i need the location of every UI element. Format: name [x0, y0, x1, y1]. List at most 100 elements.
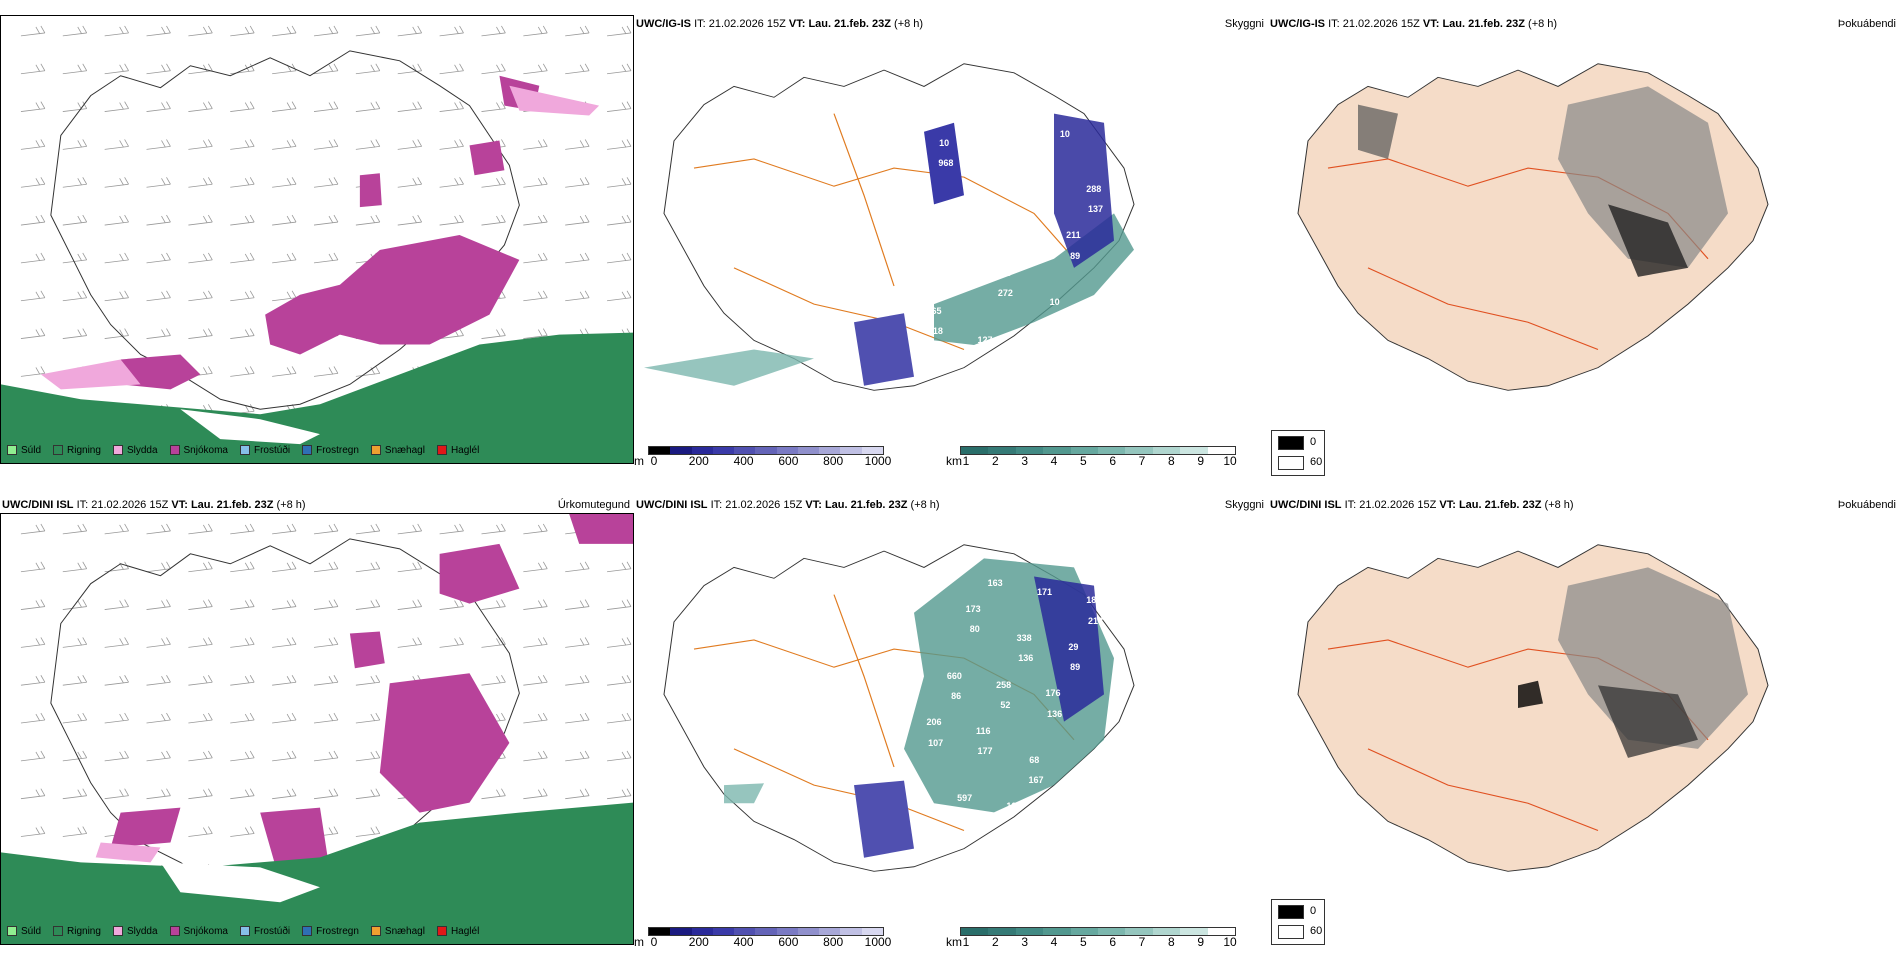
colorbar-tick: 7: [1138, 454, 1146, 468]
panel-header: UWC/IG-IS IT: 21.02.2026 15Z VT: Lau. 21…: [1270, 18, 1558, 30]
coastline: [50, 538, 520, 898]
legend-label: Snjókoma: [183, 925, 228, 937]
legend-swatch: [112, 926, 123, 936]
legend-swatch: [169, 926, 180, 936]
fog-panel-top: UWC/IG-IS IT: 21.02.2026 15Z VT: Lau. 21…: [1268, 12, 1900, 476]
colorbar-tick: 2: [991, 454, 999, 468]
legend-swatch: [302, 926, 313, 936]
panel-header: UWC/IG-IS IT: 21.02.2026 15Z VT: Lau. 21…: [636, 18, 924, 30]
colorbar-gradient: [960, 446, 1236, 455]
visibility-low-area: [854, 780, 914, 858]
visibility-value-label: 29: [1078, 763, 1089, 774]
visibility-value-label: 136: [1018, 653, 1034, 664]
visibility-value-label: 272: [997, 288, 1013, 299]
visibility-value-label: 176: [1045, 688, 1061, 699]
legend-item: Slydda: [112, 444, 158, 456]
visibility-panel-top: UWC/IG-IS IT: 21.02.2026 15Z VT: Lau. 21…: [634, 12, 1268, 468]
visibility-value-label: 137: [1087, 204, 1104, 215]
visibility-value-label: 68: [1029, 754, 1040, 765]
precip-map: [1, 514, 633, 944]
visibility-low-area: [644, 349, 814, 386]
visibility-value-label: 597: [957, 792, 973, 803]
legend-swatch: [7, 926, 17, 936]
snow-area: [379, 673, 510, 813]
visibility-value-label: 80: [969, 624, 980, 635]
visibility-value-label: 330: [936, 839, 952, 849]
legend-label: Haglél: [450, 444, 480, 456]
panel-header: UWC/DINI ISL IT: 21.02.2026 15Z VT: Lau.…: [2, 499, 306, 511]
colorbar-tick: 7: [1138, 935, 1146, 949]
colorbar-tick: 1: [962, 935, 970, 949]
visibility-value-label: 29: [1068, 641, 1079, 652]
legend-item: Snæhagl: [370, 925, 425, 937]
colorbar-tick: 200: [688, 935, 709, 949]
visibility-value-label: 10: [1059, 128, 1070, 139]
sleet-area: [40, 359, 141, 390]
rain-area: [1, 332, 633, 463]
legend-label: Rigning: [67, 925, 101, 937]
legend-label: Slydda: [126, 444, 158, 456]
visibility-value-label: 182: [1086, 595, 1102, 606]
visibility-low-area: [1054, 113, 1114, 268]
colorbar-tick: 1000: [864, 935, 892, 949]
colorbar-unit: m: [634, 935, 644, 949]
legend-swatch: [370, 445, 381, 455]
legend-swatch: [436, 926, 447, 936]
legend-swatch: [169, 445, 180, 455]
colorbar-tick: 400: [733, 454, 754, 468]
visibility-value-label: 229: [1006, 99, 1022, 110]
visibility-value-label: 163: [987, 578, 1003, 588]
visibility-value-label: 258: [996, 679, 1012, 690]
visibility-map: [663, 544, 1135, 872]
colorbar-gradient: [648, 927, 884, 936]
visibility-map: [644, 63, 1135, 391]
visibility-low-area: [724, 783, 764, 804]
visibility-colorbar-m: m 0 200 400 600 800 1000: [634, 444, 891, 474]
legend-item: Haglél: [436, 926, 479, 937]
fog-panel-bottom: UWC/DINI ISL IT: 21.02.2026 15Z VT: Lau.…: [1268, 493, 1900, 945]
visibility-value-label: 109: [1006, 801, 1022, 812]
colorbar-tick: 1000: [864, 454, 892, 468]
fog-area: [1518, 680, 1543, 709]
snow-area: [439, 543, 520, 604]
visibility-colorbar-km: km 1 2 3 4 5 6 7 8 9 10: [946, 444, 1237, 474]
snow-area: [265, 235, 520, 355]
colorbar-unit: m: [634, 454, 644, 468]
legend-item: Snjókoma: [169, 444, 228, 456]
visibility-value-label: 152: [1077, 372, 1093, 383]
fog-legend-swatch-light: [1278, 456, 1304, 470]
visibility-value-label: 10: [939, 137, 950, 148]
legend-label: Snjókoma: [183, 444, 228, 456]
panel-header: UWC/DINI ISL IT: 21.02.2026 15Z VT: Lau.…: [636, 499, 940, 511]
legend-swatch: [53, 926, 64, 936]
visibility-value-label: 116: [976, 725, 991, 736]
colorbar-tick: 0: [650, 935, 658, 949]
fog-area: [1598, 685, 1698, 758]
fog-area: [1558, 86, 1728, 268]
colorbar-tick: 10: [1223, 454, 1237, 468]
visibility-value-label: 114: [957, 381, 972, 392]
legend-label: Snæhagl: [384, 925, 425, 937]
legend-label: Rigning: [67, 444, 101, 456]
visibility-value-label: 10: [1049, 297, 1060, 308]
fog-legend: 0 60: [1271, 899, 1325, 945]
legend-swatch: [239, 445, 250, 455]
colorbar-tick: 4: [1050, 935, 1058, 949]
visibility-value-label: 338: [1016, 633, 1032, 644]
legend-swatch: [53, 445, 64, 455]
legend-item: Slydda: [112, 926, 158, 937]
snow-area: [359, 173, 382, 208]
no-precip-area: [160, 862, 320, 903]
legend-swatch: [239, 926, 250, 936]
panel-title: Skyggni: [1224, 18, 1264, 30]
road-network: [693, 113, 1075, 350]
precip-legend: Súld Rigning Slydda Snjókoma Frostúði Frostre…: [7, 924, 479, 938]
snow-area: [110, 807, 181, 848]
fog-map: [1297, 63, 1769, 391]
colorbar-tick: 800: [823, 454, 844, 468]
legend-label: Súld: [21, 444, 42, 456]
snow-area: [349, 631, 385, 669]
visibility-value-label: 155: [985, 847, 1002, 858]
visibility-value-label: 86: [1010, 120, 1021, 131]
fog-map: [1297, 544, 1769, 872]
